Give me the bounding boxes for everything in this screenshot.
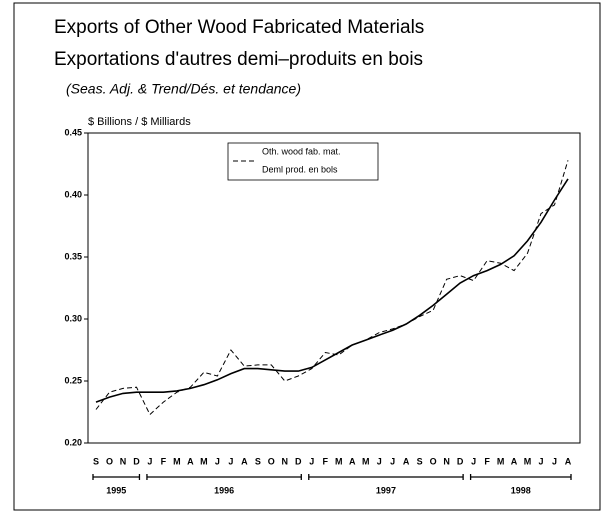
series-line bbox=[95, 178, 569, 403]
x-tick-label: J bbox=[471, 456, 476, 466]
series-line bbox=[95, 160, 569, 416]
chart-title-fr: Exportations d'autres demi–produits en b… bbox=[54, 49, 423, 70]
y-tick-label: 0.40 bbox=[64, 189, 82, 199]
x-tick-label: M bbox=[524, 456, 532, 466]
x-tick-label: S bbox=[93, 456, 99, 466]
y-tick-label: 0.20 bbox=[64, 437, 82, 447]
x-tick-label: A bbox=[241, 456, 248, 466]
x-tick-label: F bbox=[484, 456, 490, 466]
x-tick-label: M bbox=[173, 456, 181, 466]
x-tick-label: J bbox=[309, 456, 314, 466]
x-tick-label: N bbox=[443, 456, 450, 466]
x-tick-label: O bbox=[430, 456, 437, 466]
x-tick-label: D bbox=[133, 456, 140, 466]
frame bbox=[13, 2, 601, 511]
year-label: 1995 bbox=[106, 485, 126, 495]
plot-area bbox=[87, 132, 581, 444]
legend-label-fr: Deml prod. en bols bbox=[262, 164, 338, 174]
x-tick-label: N bbox=[282, 456, 289, 466]
year-label: 1998 bbox=[511, 485, 531, 495]
x-tick-label: J bbox=[539, 456, 544, 466]
x-tick-label: A bbox=[187, 456, 194, 466]
x-tick-label: J bbox=[552, 456, 557, 466]
chart-title: Exports of Other Wood Fabricated Materia… bbox=[54, 17, 424, 38]
x-tick-label: M bbox=[200, 456, 208, 466]
y-tick-label: 0.30 bbox=[64, 313, 82, 323]
x-tick-label: A bbox=[565, 456, 572, 466]
legend-label: Oth. wood fab. mat. bbox=[262, 146, 341, 156]
y-axis-label: $ Billions / $ Milliards bbox=[88, 116, 191, 128]
x-tick-label: M bbox=[362, 456, 370, 466]
y-tick-label: 0.35 bbox=[64, 251, 82, 261]
x-tick-label: O bbox=[106, 456, 113, 466]
x-tick-label: N bbox=[120, 456, 127, 466]
x-tick-label: O bbox=[268, 456, 275, 466]
chart-subtitle: (Seas. Adj. & Trend/Dés. et tendance) bbox=[66, 81, 301, 97]
x-tick-label: A bbox=[511, 456, 518, 466]
x-tick-label: F bbox=[323, 456, 329, 466]
x-tick-label: J bbox=[215, 456, 220, 466]
x-tick-label: S bbox=[255, 456, 261, 466]
x-tick-label: S bbox=[417, 456, 423, 466]
y-tick-label: 0.25 bbox=[64, 375, 82, 385]
year-label: 1996 bbox=[214, 485, 234, 495]
x-tick-label: J bbox=[228, 456, 233, 466]
x-tick-label: F bbox=[161, 456, 167, 466]
x-tick-label: A bbox=[403, 456, 410, 466]
x-tick-label: M bbox=[335, 456, 343, 466]
year-label: 1997 bbox=[376, 485, 396, 495]
x-tick-label: J bbox=[147, 456, 152, 466]
x-tick-label: J bbox=[377, 456, 382, 466]
y-tick-label: 0.45 bbox=[64, 127, 82, 137]
x-tick-label: M bbox=[497, 456, 505, 466]
x-tick-label: D bbox=[457, 456, 464, 466]
x-tick-label: D bbox=[295, 456, 302, 466]
x-tick-label: J bbox=[390, 456, 395, 466]
x-tick-label: A bbox=[349, 456, 356, 466]
